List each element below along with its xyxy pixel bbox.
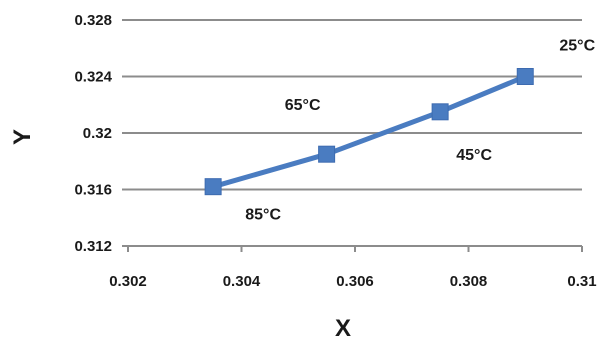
temperature-annotation: 25°C [559,38,595,55]
temperature-annotation: 45°C [456,147,492,164]
y-tick-labels: 0.312 0.316 0.32 0.324 0.328 [74,12,112,255]
data-point-marker [204,178,222,196]
x-tick-label: 0.302 [109,273,147,290]
y-tick-label: 0.324 [74,69,112,86]
y-tick-label: 0.328 [74,12,112,29]
data-point-marker [516,68,534,85]
x-tick-label: 0.306 [336,273,374,290]
x-tick-label: 0.31 [567,273,596,290]
series-line [212,74,527,190]
x-tick-label: 0.308 [450,273,488,290]
temperature-annotation: 65°C [285,97,321,114]
y-tick-label: 0.312 [74,238,112,255]
x-axis-title: X [335,315,351,338]
x-tick-labels: 0.302 0.304 0.306 0.308 0.31 [109,273,596,290]
x-tick-label: 0.304 [223,273,261,290]
data-point-marker [431,103,449,121]
y-tick-label: 0.32 [83,125,112,142]
series-layer [204,68,534,196]
annotation-layer: 85°C 65°C 45°C 25°C [245,38,595,224]
data-point-marker [318,145,336,163]
temperature-annotation: 85°C [245,207,281,224]
y-axis-title: Y [9,129,36,145]
gridlines [122,19,583,252]
y-tick-label: 0.316 [74,182,112,199]
